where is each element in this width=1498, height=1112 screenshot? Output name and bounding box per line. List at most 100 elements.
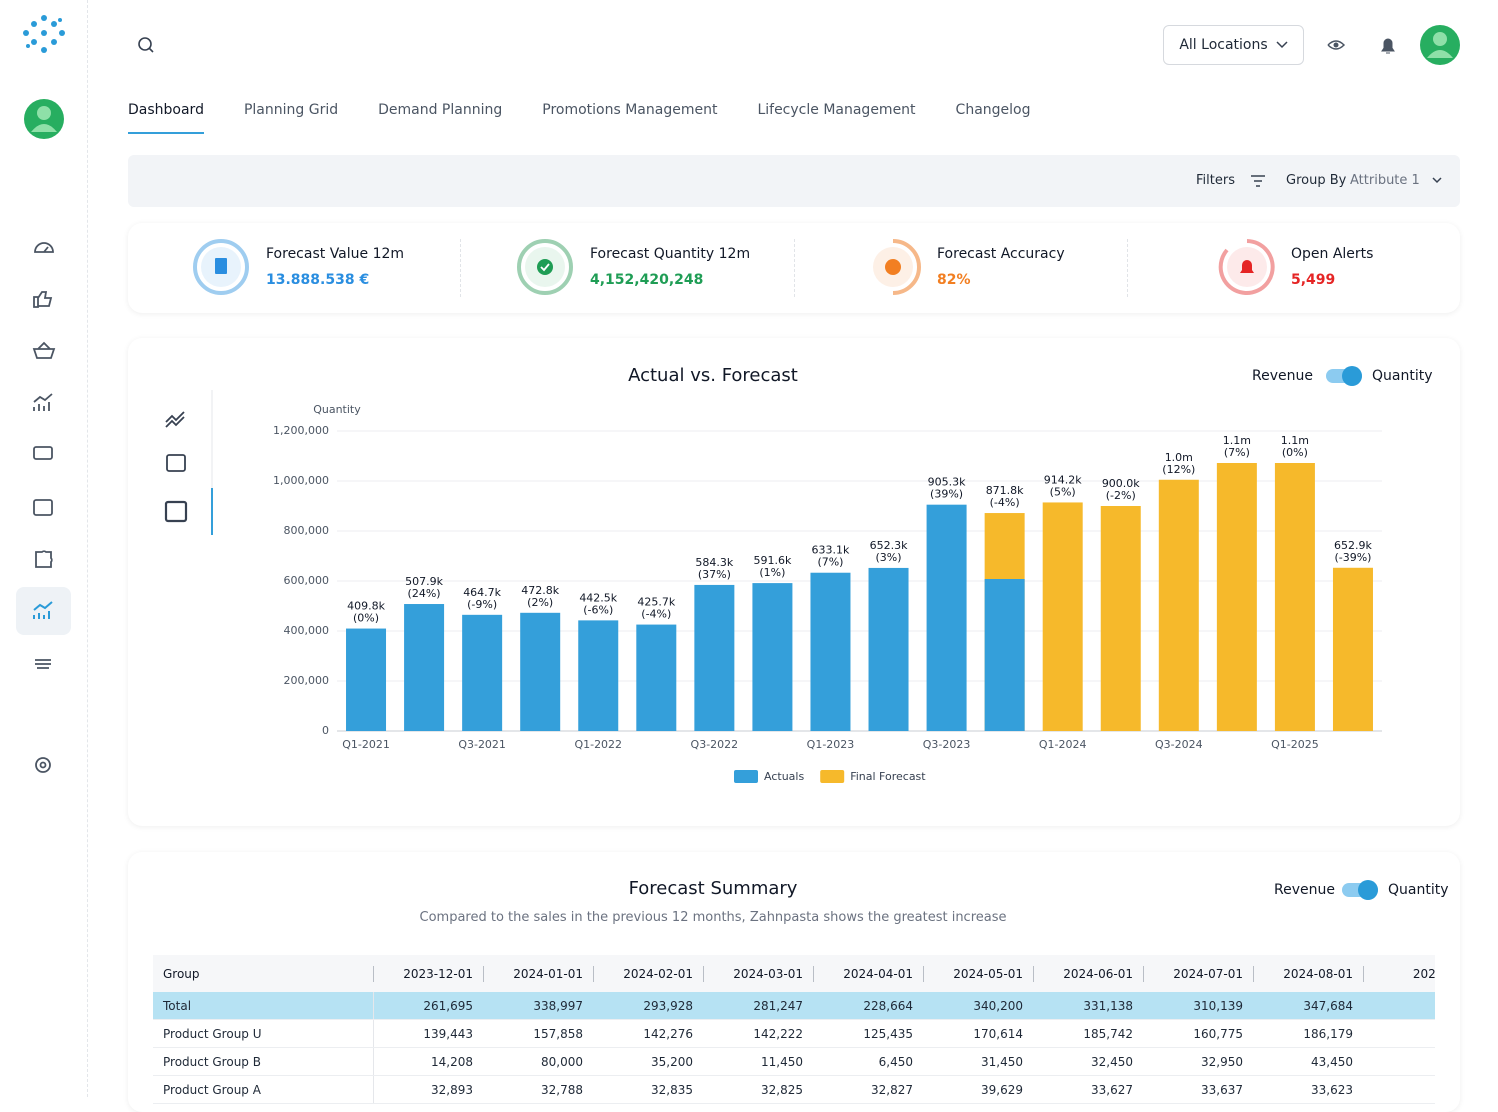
column-header[interactable]: 2024-07-01 xyxy=(1143,955,1253,992)
kpi-value: 4,152,420,248 xyxy=(590,272,704,288)
change-label: (37%) xyxy=(698,568,731,581)
change-label: (12%) xyxy=(1162,463,1195,476)
value-label: 464.7k xyxy=(463,586,501,599)
column-header[interactable]: 2024-04-01 xyxy=(813,955,923,992)
legend-swatch[interactable] xyxy=(820,770,845,783)
table-cell: 33,637 xyxy=(1143,1075,1253,1104)
user-avatar[interactable] xyxy=(1420,25,1460,65)
logo[interactable] xyxy=(23,15,65,53)
nav-calendar[interactable] xyxy=(33,499,53,516)
month-view-icon[interactable] xyxy=(166,454,186,472)
column-header[interactable]: 2024-05-01 xyxy=(923,955,1033,992)
nav-settings[interactable] xyxy=(35,757,51,773)
table-cell: 331,138 xyxy=(1033,992,1143,1020)
x-tick-label: Q3-2021 xyxy=(458,738,506,751)
group-by-label[interactable]: Group By xyxy=(1286,173,1347,188)
bar xyxy=(694,584,735,731)
table-cell: 346 xyxy=(1363,992,1435,1020)
x-tick-label: Q3-2022 xyxy=(691,738,739,751)
sidebar-icons xyxy=(16,15,71,773)
tab[interactable]: Promotions Management xyxy=(542,102,718,118)
nav-dashboard[interactable] xyxy=(34,242,54,253)
avatar-head xyxy=(37,106,51,120)
legend-label[interactable]: Actuals xyxy=(764,770,804,783)
y-tick-label: 1,200,000 xyxy=(273,424,329,437)
line-view-icon[interactable] xyxy=(165,411,185,428)
nav-analytics[interactable] xyxy=(33,393,53,411)
change-label: (-39%) xyxy=(1334,551,1371,564)
table-cell: 80,000 xyxy=(483,1047,593,1076)
tab[interactable]: Dashboard xyxy=(128,102,204,134)
quarter-view-icon[interactable] xyxy=(164,500,188,523)
table-cell: 35,200 xyxy=(593,1047,703,1076)
value-label: 871.8k xyxy=(986,484,1024,497)
change-label: (39%) xyxy=(930,488,963,501)
change-label: (-9%) xyxy=(467,598,497,611)
toggle-knob[interactable] xyxy=(1342,366,1362,386)
search-icon[interactable] xyxy=(136,35,156,55)
bar xyxy=(1042,502,1083,731)
nav-basket[interactable] xyxy=(32,341,56,359)
filters-button[interactable]: Filters xyxy=(1196,173,1235,188)
table-cell: 32,835 xyxy=(593,1075,703,1104)
toggle-off-label[interactable]: Revenue xyxy=(1274,882,1335,898)
column-header[interactable]: 2024-08-01 xyxy=(1253,955,1363,992)
table-cell: 33,627 xyxy=(1033,1075,1143,1104)
table-row: Product Group A 32,893 32,788 32,835 32,825 3… xyxy=(153,1075,1435,1104)
nav-likes[interactable] xyxy=(33,291,53,308)
column-header[interactable]: 2023-12-01 xyxy=(373,955,483,992)
change-label: (7%) xyxy=(817,556,843,569)
value-label: 900.0k xyxy=(1102,477,1140,490)
value-label: 409.8k xyxy=(347,600,385,613)
toggle-on-label[interactable]: Quantity xyxy=(1388,882,1449,898)
kpi-label: Forecast Quantity 12m xyxy=(590,246,751,262)
chevron xyxy=(1276,41,1288,49)
table-cell: 11,450 xyxy=(703,1047,813,1076)
column-header[interactable]: 2024-06-01 xyxy=(1033,955,1143,992)
table-row: Total 261,695 338,997 293,928 281,247 228,664… xyxy=(153,992,1435,1020)
table-cell: 185,742 xyxy=(1033,1019,1143,1048)
table-cell: 139,443 xyxy=(373,1019,483,1048)
eye-icon[interactable] xyxy=(1327,40,1346,50)
y-tick-label: 400,000 xyxy=(284,624,330,637)
table-cell: 31,450 xyxy=(923,1047,1033,1076)
nav-list[interactable] xyxy=(35,659,51,669)
column-header[interactable]: 2024-09 xyxy=(1363,955,1435,992)
x-tick-label: Q3-2024 xyxy=(1155,738,1203,751)
kpi-value: 5,499 xyxy=(1291,272,1336,288)
nav-presentation[interactable] xyxy=(33,446,53,460)
bell-icon[interactable] xyxy=(1381,38,1395,54)
tab[interactable]: Planning Grid xyxy=(243,102,339,118)
summary-table: Group 2023-12-01 2024-01-01 2024-02-01 2024-… xyxy=(153,955,1435,1104)
tab[interactable]: Demand Planning xyxy=(378,102,503,118)
column-header[interactable]: 2024-01-01 xyxy=(483,955,593,992)
table-cell: 39,629 xyxy=(923,1075,1033,1104)
x-tick-label: Q1-2025 xyxy=(1271,738,1319,751)
value-label: 425.7k xyxy=(637,596,675,609)
column-header[interactable]: Group xyxy=(153,955,373,992)
column-header[interactable]: 2024-03-01 xyxy=(703,955,813,992)
header-row: Group 2023-12-01 2024-01-01 2024-02-01 2024-… xyxy=(153,955,1435,992)
toggle[interactable] xyxy=(1340,879,1380,901)
table-cell: 157,858 xyxy=(483,1019,593,1048)
legend-swatch[interactable] xyxy=(734,770,758,783)
table-cell: 293,928 xyxy=(593,992,703,1020)
value-label: 472.8k xyxy=(521,584,559,597)
nav-puzzle[interactable] xyxy=(35,550,53,568)
table-cell: 32,825 xyxy=(703,1075,813,1104)
tab[interactable]: Changelog xyxy=(955,102,1031,118)
sidebar xyxy=(0,0,88,1097)
nav-forecast[interactable] xyxy=(33,601,53,619)
toggle-off-label[interactable]: Revenue xyxy=(1252,368,1313,384)
location-select[interactable]: All Locations xyxy=(1163,25,1304,65)
tab[interactable]: Lifecycle Management xyxy=(757,102,916,118)
legend-label[interactable]: Final Forecast xyxy=(850,770,926,783)
column-header[interactable]: 2024-02-01 xyxy=(593,955,703,992)
toggle-on-label[interactable]: Quantity xyxy=(1372,368,1433,384)
kpi-icon xyxy=(885,259,901,275)
table-cell: 347,684 xyxy=(1253,992,1363,1020)
bar xyxy=(346,628,387,731)
table-cell: 310,139 xyxy=(1143,992,1253,1020)
table-cell: 33,623 xyxy=(1253,1075,1363,1104)
group-by-value[interactable]: Attribute 1 xyxy=(1350,173,1420,188)
